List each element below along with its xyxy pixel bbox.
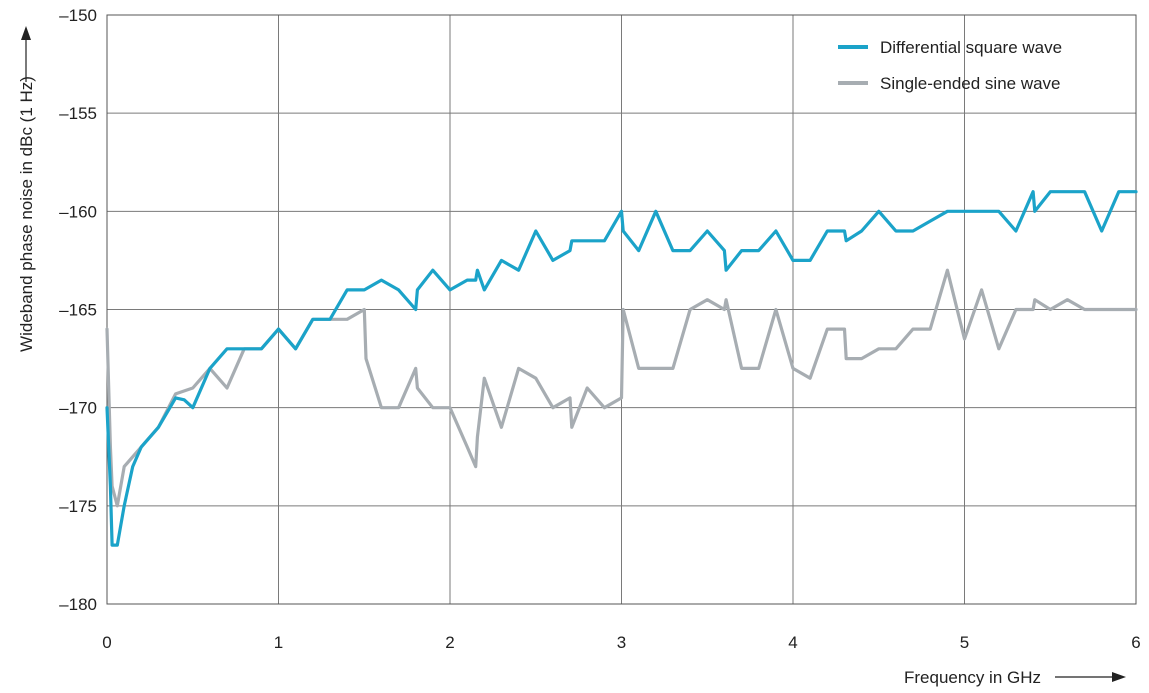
x-tick-label: 4	[788, 633, 797, 652]
legend-label: Single-ended sine wave	[880, 74, 1061, 93]
x-tick-label: 5	[960, 633, 969, 652]
y-tick-label: –175	[59, 497, 97, 516]
x-tick-label: 0	[102, 633, 111, 652]
y-axis-title-group: Wideband phase noise in dBc (1 Hz)	[17, 76, 36, 352]
x-tick-label: 1	[274, 633, 283, 652]
x-tick-label: 6	[1131, 633, 1140, 652]
legend-label: Differential square wave	[880, 38, 1062, 57]
series-line-differential-square-wave	[105, 190, 1138, 547]
y-tick-label: –160	[59, 202, 97, 221]
y-axis-arrow-head	[21, 26, 31, 40]
legend: Differential square wave Single-ended sin…	[838, 38, 1062, 93]
y-axis-title: Wideband phase noise in dBc (1 Hz)	[17, 76, 36, 352]
y-tick-label: –155	[59, 104, 97, 123]
x-axis-title: Frequency in GHz	[904, 668, 1041, 687]
series-layer	[105, 190, 1138, 547]
tick-labels: 0 1 2 3 4 5 6 –150 –155 –160 –165 –170 –175 –180	[59, 6, 1141, 652]
x-axis-arrow-head	[1112, 672, 1126, 682]
y-tick-label: –165	[59, 301, 97, 320]
y-tick-label: –170	[59, 399, 97, 418]
x-tick-label: 3	[617, 633, 626, 652]
grid	[106, 14, 1137, 605]
x-tick-label: 2	[445, 633, 454, 652]
y-tick-label: –180	[59, 595, 97, 614]
y-tick-label: –150	[59, 6, 97, 25]
